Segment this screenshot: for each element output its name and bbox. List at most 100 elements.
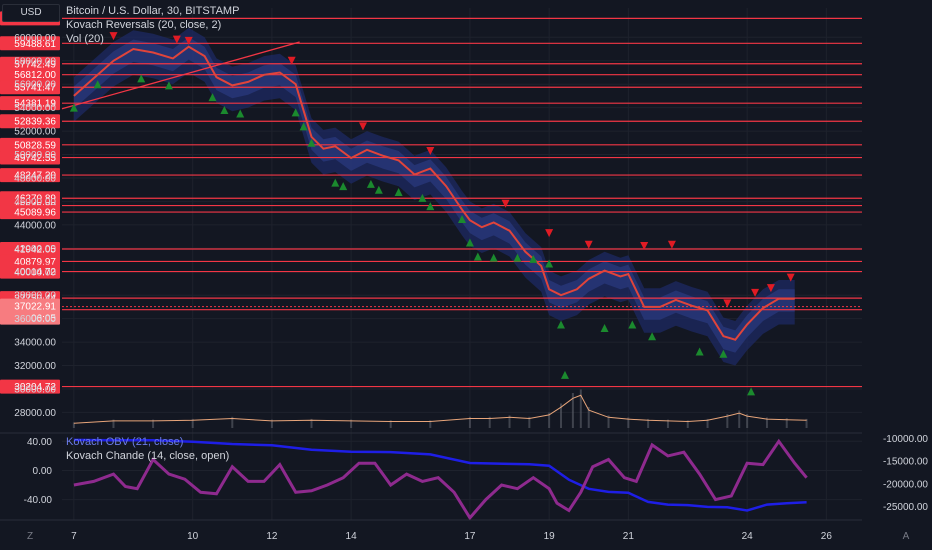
auto-scale-button[interactable]: A <box>902 531 910 542</box>
level-tag-label: 50828.59 <box>14 140 56 151</box>
volume-bar <box>647 418 650 428</box>
obv-tick-label: -20000.00 <box>883 479 928 490</box>
buy-marker <box>600 324 609 333</box>
sell-marker <box>287 56 296 65</box>
buy-marker <box>560 370 569 379</box>
obv-axis[interactable]: -10000.00 -15000.00 -20000.00 -25000.00 <box>883 434 928 513</box>
level-tag[interactable] <box>0 36 60 51</box>
volume-bar <box>587 407 590 428</box>
buy-marker <box>164 81 173 90</box>
volume-bar <box>686 420 689 428</box>
legend-kovach-reversals[interactable]: Kovach Reversals (20, close, 2) <box>66 19 222 31</box>
level-tag[interactable] <box>0 67 60 82</box>
level-tag[interactable] <box>0 137 60 152</box>
price-tick-label: 56000.00 <box>14 80 56 91</box>
level-tag[interactable] <box>0 241 60 256</box>
volume-bar <box>627 417 630 428</box>
buy-marker <box>291 108 300 117</box>
legend-kovach-chande[interactable]: Kovach Chande (14, close, open) <box>66 450 230 462</box>
volume-bar <box>112 419 115 428</box>
buy-marker <box>299 122 308 131</box>
buy-marker <box>513 253 522 262</box>
time-tick-label: 24 <box>742 531 754 542</box>
level-tag[interactable] <box>0 80 60 95</box>
sell-marker <box>751 288 760 297</box>
level-tag[interactable] <box>0 264 60 279</box>
buy-marker <box>374 185 383 194</box>
time-tick-label: 10 <box>187 531 199 542</box>
volume-bar <box>805 418 808 428</box>
volume-bar <box>488 416 491 428</box>
sell-marker <box>172 35 181 44</box>
price-tick-label: 30000.00 <box>14 384 56 395</box>
zoom-toggle-button[interactable]: Z <box>26 531 34 542</box>
level-tag[interactable] <box>0 96 60 111</box>
volume-bar <box>350 419 353 428</box>
time-axis[interactable]: 7 10 12 14 17 19 21 24 26 <box>0 519 862 542</box>
legend-volume[interactable]: Vol (20) <box>66 33 104 45</box>
time-tick-label: 17 <box>464 531 476 542</box>
sell-marker <box>766 284 775 293</box>
volume-bar <box>548 412 551 428</box>
level-tag-label: 40879.97 <box>14 257 56 268</box>
price-tick-label: 38000.00 <box>14 291 56 302</box>
buy-marker <box>529 254 538 263</box>
level-tag[interactable] <box>0 114 60 129</box>
obv-line <box>73 438 807 512</box>
sell-marker <box>358 122 367 131</box>
price-axis[interactable]: 61612.6659488.6157742.4956812.0055741.47… <box>0 11 60 506</box>
current-price-countdown: 06:05 <box>31 314 56 325</box>
trend-line-segment[interactable] <box>61 41 300 110</box>
buy-marker <box>93 80 102 89</box>
level-tag[interactable] <box>0 205 60 220</box>
chande-tick-label: -40.00 <box>24 495 53 506</box>
level-tag-label: 54381.19 <box>14 99 56 110</box>
legend-symbol[interactable]: Bitcoin / U.S. Dollar, 30, BITSTAMP <box>66 5 240 17</box>
level-tag[interactable] <box>0 56 60 71</box>
buy-marker <box>236 109 245 118</box>
buy-marker <box>366 179 375 188</box>
currency-label[interactable]: USD <box>2 4 60 22</box>
sell-marker <box>640 241 649 250</box>
current-price-tag[interactable] <box>0 298 60 325</box>
buy-marker <box>69 103 78 112</box>
level-tag-label: 57742.49 <box>14 59 56 70</box>
obv-tick-label: -15000.00 <box>883 457 928 468</box>
level-tag[interactable] <box>0 150 60 165</box>
legend-kovach-obv[interactable]: Kovach OBV (21, close) <box>66 436 184 448</box>
sell-marker <box>667 240 676 249</box>
chande-tick-label: 0.00 <box>33 466 53 477</box>
buy-marker <box>489 253 498 262</box>
price-tick-label: 52000.00 <box>14 127 56 138</box>
level-tag-label: 48247.20 <box>14 171 56 182</box>
buy-marker <box>545 259 554 268</box>
volume-bar <box>738 410 741 428</box>
buy-marker <box>648 332 657 341</box>
level-tag[interactable] <box>0 168 60 183</box>
volume-bar <box>706 418 709 428</box>
time-tick-label: 26 <box>821 531 833 542</box>
buy-marker <box>719 349 728 358</box>
buy-marker <box>695 347 704 356</box>
trend-line[interactable] <box>61 41 300 110</box>
volume-bar <box>579 389 582 428</box>
volume-bar <box>72 422 75 428</box>
oscillator-pane <box>62 438 862 521</box>
level-tag[interactable] <box>0 379 60 394</box>
level-tag-label: 59488.61 <box>14 39 56 50</box>
price-tick-label: 42000.00 <box>14 244 56 255</box>
volume-bar <box>231 416 234 428</box>
volume-bar <box>785 418 788 428</box>
buy-marker <box>339 182 348 191</box>
buy-marker <box>208 93 217 102</box>
price-tick-label: 28000.00 <box>14 408 56 419</box>
sell-marker <box>501 199 510 208</box>
buy-marker <box>137 74 146 83</box>
sell-marker <box>109 32 118 41</box>
sell-marker <box>426 147 435 156</box>
volume-bar <box>191 418 194 428</box>
buy-marker <box>628 320 637 329</box>
volume-bar <box>310 418 313 428</box>
